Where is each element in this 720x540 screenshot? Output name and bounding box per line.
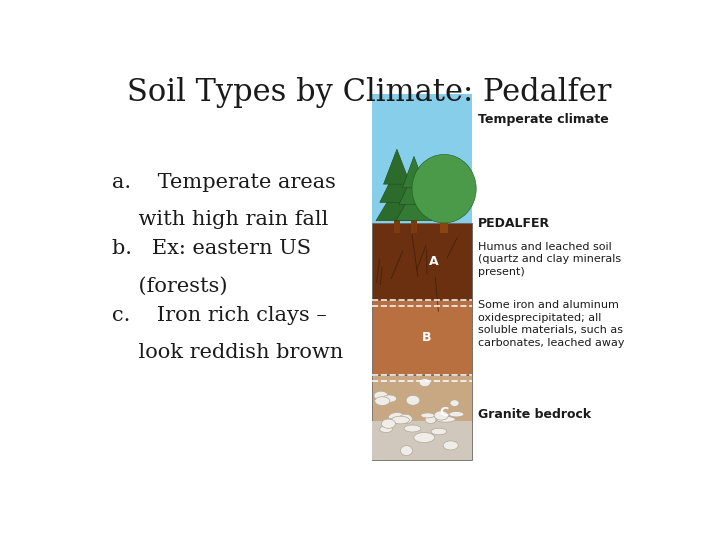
Ellipse shape (412, 154, 476, 223)
Text: (forests): (forests) (112, 277, 228, 296)
Bar (394, 219, 400, 233)
Ellipse shape (436, 416, 455, 422)
Bar (372, 421, 472, 460)
Ellipse shape (404, 425, 421, 432)
Polygon shape (384, 149, 410, 184)
Text: c.    Iron rich clays –: c. Iron rich clays – (112, 306, 327, 325)
Ellipse shape (443, 441, 458, 450)
Ellipse shape (374, 397, 390, 406)
Ellipse shape (400, 446, 413, 456)
Bar (372, 300, 472, 375)
Ellipse shape (374, 391, 388, 400)
Text: A: A (429, 255, 439, 268)
Text: C: C (439, 407, 449, 420)
Ellipse shape (382, 418, 402, 423)
Bar (440, 214, 448, 233)
Ellipse shape (379, 426, 392, 433)
Ellipse shape (420, 413, 435, 418)
Text: a.    Temperate areas: a. Temperate areas (112, 173, 336, 192)
Ellipse shape (392, 416, 410, 424)
Ellipse shape (383, 395, 397, 402)
Bar (372, 94, 472, 223)
Ellipse shape (389, 413, 405, 422)
Text: Granite bedrock: Granite bedrock (478, 408, 591, 421)
Text: B: B (423, 330, 432, 343)
Text: Soil Types by Climate: Pedalfer: Soil Types by Climate: Pedalfer (127, 77, 611, 109)
Bar (372, 223, 472, 300)
Ellipse shape (382, 419, 395, 428)
Text: Humus and leached soil
(quartz and clay minerals
present): Humus and leached soil (quartz and clay … (478, 241, 621, 277)
Ellipse shape (434, 411, 449, 420)
Ellipse shape (399, 414, 413, 424)
Polygon shape (376, 186, 418, 221)
Polygon shape (402, 157, 426, 188)
Polygon shape (379, 167, 414, 202)
Text: Temperate climate: Temperate climate (478, 113, 608, 126)
Text: PEDALFER: PEDALFER (478, 217, 550, 230)
Text: b.   Ex: eastern US: b. Ex: eastern US (112, 239, 311, 259)
Polygon shape (396, 190, 432, 221)
Ellipse shape (431, 428, 447, 435)
Ellipse shape (450, 400, 459, 407)
Polygon shape (399, 173, 429, 204)
Text: look reddish brown: look reddish brown (112, 343, 343, 362)
Bar (410, 219, 418, 233)
Text: with high rain fall: with high rain fall (112, 210, 329, 230)
Ellipse shape (425, 416, 436, 423)
Ellipse shape (414, 433, 435, 443)
Ellipse shape (419, 379, 431, 387)
Text: Some iron and aluminum
oxidesprecipitated; all
soluble materials, such as
carbon: Some iron and aluminum oxidesprecipitate… (478, 300, 624, 348)
Ellipse shape (449, 411, 464, 417)
Bar (372, 375, 472, 460)
Ellipse shape (406, 395, 420, 405)
